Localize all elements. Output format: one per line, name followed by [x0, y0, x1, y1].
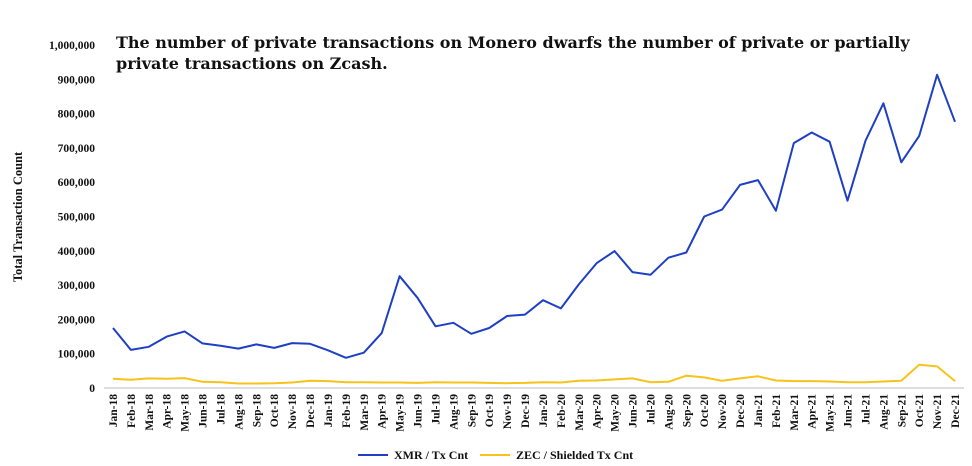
x-tick-label: Jan-21 [753, 394, 765, 427]
y-tick-label: 200,000 [58, 314, 96, 326]
y-tick-label: 0 [89, 383, 95, 395]
x-tick-label: Oct-18 [269, 394, 281, 427]
x-tick-label: Dec-21 [950, 394, 962, 428]
chart-title-line-1: The number of private transactions on Mo… [116, 33, 910, 52]
series-lines [112, 73, 956, 385]
x-tick-label: Dec-18 [305, 394, 317, 428]
x-tick-label: Jan-20 [538, 394, 550, 427]
y-tick-label: 100,000 [58, 349, 96, 361]
x-tick-label: Nov-21 [932, 394, 944, 429]
x-tick-label: Sep-20 [681, 394, 693, 427]
x-tick-label: Aug-21 [878, 394, 890, 430]
y-tick-label: 800,000 [58, 109, 96, 121]
y-tick-label: 700,000 [58, 143, 96, 155]
y-axis-ticks: 0 100,000 200,000 300,000 400,000 500,000 600,… [49, 40, 95, 395]
x-tick-label: Apr-18 [162, 394, 174, 429]
y-axis-label: Total Transaction Count [11, 151, 25, 282]
x-tick-label: Oct-21 [914, 394, 926, 427]
x-tick-label: Jul-19 [431, 394, 443, 425]
x-tick-label: Feb-18 [126, 394, 138, 428]
x-tick-label: Dec-20 [735, 394, 747, 428]
x-tick-label: Nov-20 [717, 394, 729, 429]
x-tick-label: May-18 [180, 394, 192, 432]
x-tick-label: Apr-20 [592, 394, 604, 429]
x-tick-label: Oct-19 [484, 394, 496, 427]
x-tick-label: Mar-18 [144, 394, 156, 431]
series-line-xmr [112, 73, 956, 359]
x-tick-label: Jun-18 [198, 394, 210, 428]
legend-label-xmr: XMR / Tx Cnt [394, 448, 468, 462]
x-tick-label: May-20 [610, 394, 622, 432]
x-tick-label: Apr-19 [377, 394, 389, 429]
y-tick-label: 400,000 [58, 246, 96, 258]
series-line-zec [112, 363, 956, 385]
x-tick-label: Mar-21 [789, 394, 801, 431]
x-axis-ticks: Jan-18 Feb-18 Mar-18 Apr-18 May-18 Jun-18 Jul-… [108, 394, 962, 432]
x-tick-label: Oct-20 [699, 394, 711, 427]
x-tick-label: Mar-19 [359, 394, 371, 431]
x-tick-label: Feb-19 [341, 394, 353, 428]
x-tick-label: Jul-21 [861, 394, 873, 425]
x-tick-label: Jul-20 [646, 394, 658, 425]
x-tick-label: Apr-21 [807, 394, 819, 429]
x-tick-label: Sep-19 [466, 394, 478, 427]
legend: XMR / Tx Cnt ZEC / Shielded Tx Cnt [358, 448, 633, 462]
legend-label-zec: ZEC / Shielded Tx Cnt [516, 448, 633, 462]
x-tick-label: May-21 [825, 394, 837, 432]
x-tick-label: Nov-18 [287, 394, 299, 429]
y-tick-label: 300,000 [58, 280, 96, 292]
chart-title-line-2: private transactions on Zcash. [116, 54, 388, 73]
x-tick-label: Jan-18 [108, 394, 120, 427]
x-tick-label: Sep-18 [251, 394, 263, 427]
x-tick-label: Feb-20 [556, 394, 568, 428]
x-tick-label: Jun-19 [413, 394, 425, 428]
x-tick-label: Dec-19 [520, 394, 532, 428]
x-tick-label: Mar-20 [574, 394, 586, 431]
x-tick-label: Jun-20 [628, 394, 640, 428]
x-tick-label: Aug-20 [663, 394, 675, 430]
x-tick-label: Aug-18 [233, 394, 245, 430]
y-tick-label: 900,000 [58, 74, 96, 86]
x-tick-label: May-19 [395, 394, 407, 432]
x-tick-label: Jan-19 [323, 394, 335, 427]
y-tick-label: 500,000 [58, 212, 96, 224]
y-tick-label: 1,000,000 [49, 40, 95, 52]
x-tick-label: Aug-19 [448, 394, 460, 430]
x-tick-label: Nov-19 [502, 394, 514, 429]
x-tick-label: Jul-18 [216, 394, 228, 425]
y-tick-label: 600,000 [58, 177, 96, 189]
x-tick-label: Jun-21 [843, 394, 855, 428]
x-tick-label: Feb-21 [771, 394, 783, 428]
x-tick-label: Sep-21 [896, 394, 908, 427]
